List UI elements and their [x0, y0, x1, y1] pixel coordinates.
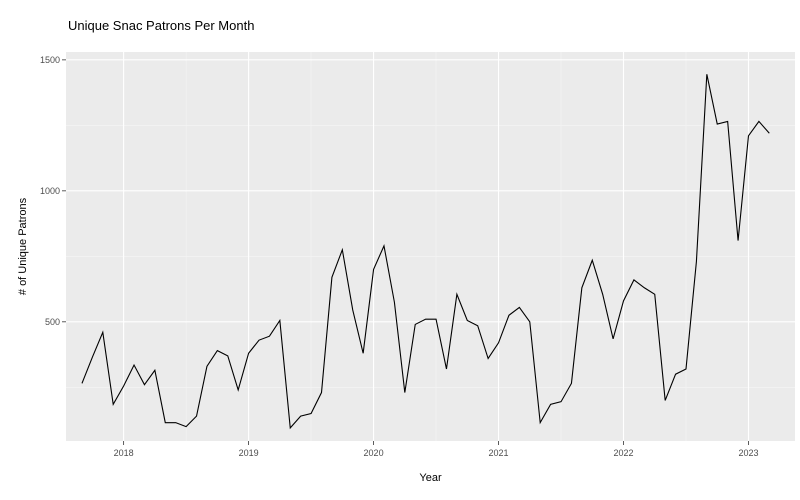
y-axis: 500 1000 1500	[40, 55, 66, 327]
minor-gridlines	[66, 52, 795, 441]
chart-title: Unique Snac Patrons Per Month	[68, 18, 255, 33]
series-line	[81, 74, 770, 430]
major-gridlines	[66, 52, 795, 441]
y-tick-label: 500	[45, 317, 60, 327]
x-tick-label: 2022	[613, 448, 633, 458]
plot-panel	[66, 52, 795, 441]
y-tick-label: 1000	[40, 186, 60, 196]
y-tick-label: 1500	[40, 55, 60, 65]
x-tick-label: 2023	[738, 448, 758, 458]
x-tick-label: 2018	[114, 448, 134, 458]
x-tick-label: 2020	[364, 448, 384, 458]
x-tick-label: 2021	[489, 448, 509, 458]
x-axis-title: Year	[419, 472, 442, 484]
x-axis: 2018 2019 2020 2021 2022 2023	[114, 441, 758, 458]
x-tick-label: 2019	[239, 448, 259, 458]
y-axis-title: # of Unique Patrons	[17, 197, 29, 295]
